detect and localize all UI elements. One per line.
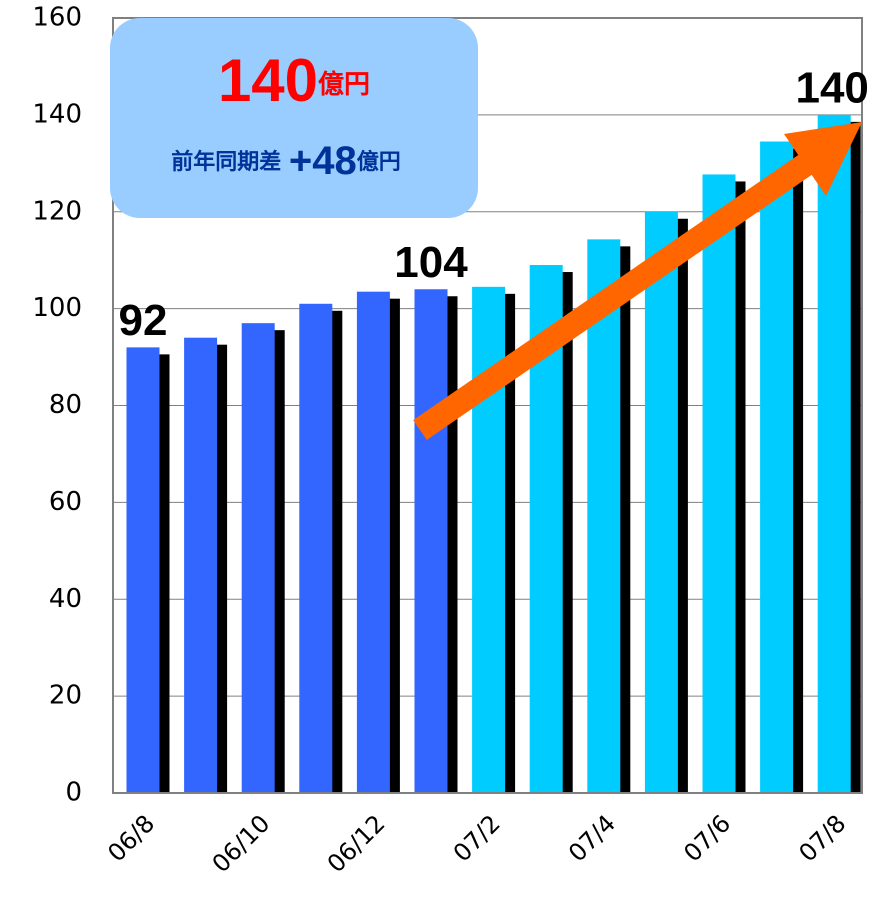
y-tick-label: 20 xyxy=(49,681,82,711)
bar xyxy=(817,114,851,793)
bar xyxy=(126,347,160,793)
callout: 140億円 前年同期差 +48億円 xyxy=(110,18,478,218)
bar xyxy=(644,211,678,793)
bar xyxy=(299,303,333,793)
diff-text: 前年同期差 xyxy=(171,149,289,175)
y-tick-label: 160 xyxy=(32,3,82,33)
total-unit: 億円 xyxy=(318,70,370,100)
y-tick-label: 0 xyxy=(65,778,82,808)
x-tick-label: 06/10 xyxy=(207,809,276,878)
y-tick-label: 80 xyxy=(49,390,82,420)
arrow-shaft xyxy=(413,148,822,440)
callout-diff: 前年同期差 +48億円 xyxy=(171,139,401,183)
x-tick-label: 06/8 xyxy=(102,809,160,867)
bar xyxy=(241,323,275,793)
y-tick-label: 140 xyxy=(32,99,82,129)
bar xyxy=(760,141,794,793)
bar xyxy=(356,291,390,793)
plot-frame xyxy=(112,17,863,794)
y-tick-label: 120 xyxy=(32,196,82,226)
x-tick-label: 07/6 xyxy=(678,809,736,867)
bar xyxy=(702,174,736,793)
plot-area: 0 20 40 60 80 100 120 140 160 xyxy=(32,3,862,808)
data-label: 92 xyxy=(119,296,168,345)
x-tick-label: 07/4 xyxy=(563,809,621,867)
bar xyxy=(587,239,621,793)
diff-unit: 億円 xyxy=(357,149,401,175)
y-tick-label: 40 xyxy=(49,584,82,614)
y-tick-label: 100 xyxy=(32,293,82,323)
data-label: 140 xyxy=(795,64,868,113)
total: 140 xyxy=(218,47,318,114)
bar xyxy=(184,337,218,793)
callout-total: 140億円 xyxy=(218,47,370,114)
x-tick-label: 07/2 xyxy=(448,809,506,867)
diff-value: +48 xyxy=(289,139,357,183)
arrow-head xyxy=(784,122,862,196)
trend-arrow xyxy=(413,122,862,440)
x-tick-label: 06/12 xyxy=(322,809,391,878)
x-tick-label: 07/8 xyxy=(793,809,851,867)
y-tick-label: 60 xyxy=(49,487,82,517)
bar xyxy=(414,289,448,793)
callout-box xyxy=(110,18,478,218)
data-label: 104 xyxy=(394,238,468,287)
